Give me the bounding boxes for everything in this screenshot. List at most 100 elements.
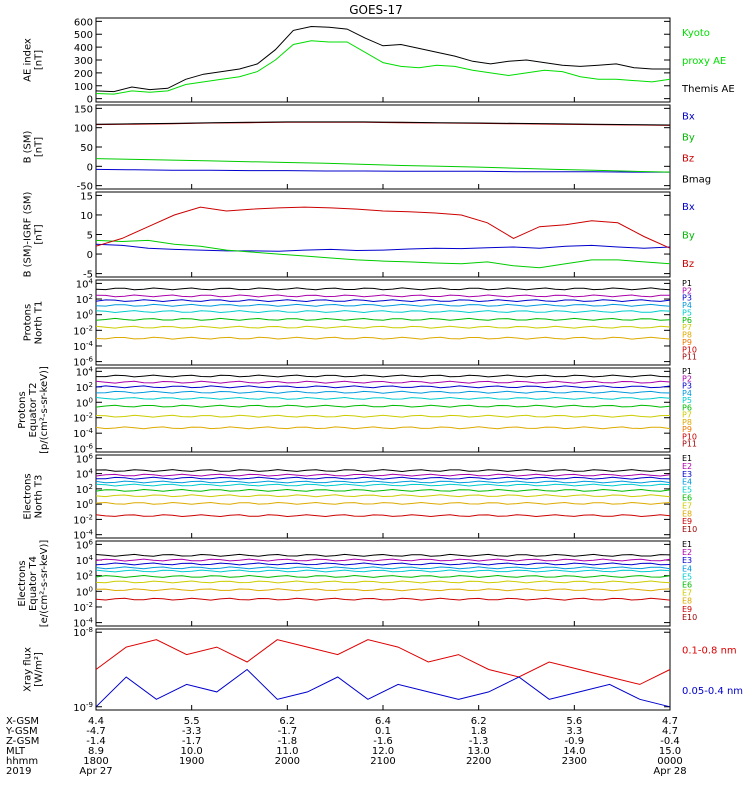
y-tick-label: -50 [77, 182, 93, 193]
legend-entry: Bx [682, 202, 695, 213]
panel-ylabel: B (SM)-IGRF (SM)[nT] [23, 192, 45, 278]
y-tick-label: 0 [87, 95, 93, 106]
series-line-e8 [95, 588, 671, 592]
series-line-p1 [95, 287, 671, 291]
plot-title: GOES-17 [349, 3, 403, 17]
legend-entry: E2 [682, 462, 692, 471]
panel-frame [95, 191, 671, 278]
series-line-p3 [95, 385, 671, 389]
y-tick-label: 10-4 [73, 427, 93, 440]
y-tick-label: 106 [76, 452, 94, 465]
panel-2: B (SM)[nT] -50 0 50 100 150 Bx By Bz Bmag [23, 104, 712, 192]
legend-entry: E9 [682, 517, 692, 526]
series-line-e2 [95, 558, 671, 562]
legend-entry: E3 [682, 470, 692, 479]
series-line-e6 [95, 488, 671, 492]
series-line-0-1-0-8-nm [95, 639, 671, 685]
y-tick-label: -5 [83, 270, 93, 281]
x-axis-value: -0.9 [565, 736, 585, 747]
x-axis-value: 4.4 [88, 716, 104, 727]
legend-entry: P9 [682, 338, 692, 347]
x-axis-row-label: Y-GSM [5, 726, 38, 737]
legend-entry: E6 [682, 581, 692, 590]
series-line-p2 [95, 294, 670, 298]
panel-1: AE index[nT] 0 100 200 300 400 500 600 Kyoto prox… [23, 17, 735, 105]
series-line-by [95, 239, 671, 269]
y-tick-label: 104 [76, 468, 94, 481]
panel-frame [95, 628, 671, 711]
legend-entry: P6 [682, 403, 692, 412]
x-axis-value: 13.0 [468, 746, 490, 757]
series-line-e6 [95, 574, 671, 578]
x-axis-value: 1900 [179, 756, 204, 767]
y-tick-label: 15 [80, 191, 93, 202]
legend-entry: proxy AE [682, 56, 726, 67]
legend-entry: P10 [682, 345, 697, 354]
x-axis-value: 2200 [466, 756, 491, 767]
series-line-kyoto-proxy-ae [95, 40, 671, 95]
x-axis-value: -0.4 [660, 736, 680, 747]
legend-entry: By [682, 231, 695, 242]
x-axis-value: -3.3 [182, 726, 202, 737]
legend-entry: P3 [682, 382, 692, 391]
legend-entry: E8 [682, 509, 692, 518]
series-line-p3 [95, 299, 671, 303]
series-line-e1 [95, 553, 671, 557]
x-axis-value: 6.2 [471, 716, 487, 727]
legend-entry: P4 [682, 301, 692, 310]
y-tick-label: 104 [76, 554, 94, 567]
y-tick-label: 100 [74, 124, 93, 135]
legend-entry: E8 [682, 597, 692, 606]
series-line-e5 [95, 569, 671, 573]
x-axis-value: -1.7 [182, 736, 202, 747]
series-line-e7 [95, 494, 671, 498]
y-tick-label: 106 [76, 538, 94, 551]
series-line-0-05-0-4-nm [95, 668, 671, 708]
x-axis-value: 6.4 [375, 716, 391, 727]
y-tick-label: 200 [74, 69, 93, 80]
legend-entry: P7 [682, 411, 692, 420]
y-tick-label: 300 [74, 56, 93, 67]
panel-6: ElectronsNorth T310610410210010-210-4E1E… [23, 452, 698, 541]
y-tick-label: 102 [76, 293, 93, 306]
y-tick-label: 10-4 [73, 617, 93, 630]
x-axis-value: -1.6 [373, 736, 393, 747]
x-axis-value: 1.8 [471, 726, 487, 737]
x-axis-value: 1800 [83, 756, 108, 767]
panel-8: Xray flux[W/m²] 10-8 10-9 0.1-0.8 nm 0.05-0.… [23, 626, 744, 714]
y-tick-label: 0 [87, 250, 93, 261]
x-axis-value: Apr 28 [653, 766, 686, 777]
legend-entry: P2 [682, 286, 692, 295]
legend-entry: 0.05-0.4 nm [682, 686, 743, 697]
legend-entry: P4 [682, 389, 692, 398]
y-tick-label: 5 [87, 231, 93, 242]
x-axis-value: 14.0 [563, 746, 585, 757]
x-axis-value: 2300 [562, 756, 587, 767]
legend-entry: E5 [682, 486, 692, 495]
legend-entry: E4 [682, 478, 692, 487]
y-tick-label: 102 [76, 483, 93, 496]
panel-5: ProtonsEquator T2[p/(cm²-s-sr-keV)] 104 10… [17, 365, 697, 455]
series-line-bz [95, 206, 671, 249]
panel-ylabel: ElectronsEquator T4[e/(cm²-s-sr-keV)] [17, 540, 50, 628]
panel-ylabel: B (SM)[nT] [23, 130, 45, 163]
series-line-e3 [95, 476, 671, 480]
series-line-p5 [95, 396, 671, 400]
x-axis-value: -1.4 [86, 736, 106, 747]
series-line-e5 [95, 483, 671, 487]
y-tick-label: 150 [74, 104, 93, 115]
series-line-e3 [95, 562, 671, 566]
y-tick-label: 100 [76, 498, 93, 511]
y-tick-label: 400 [74, 43, 93, 54]
series-line-p7 [95, 325, 671, 329]
x-axis-row-label: Z-GSM [6, 736, 39, 747]
x-axis-value: -1.8 [278, 736, 298, 747]
legend-entry: P7 [682, 323, 692, 332]
legend-entry: P8 [682, 331, 692, 340]
panel-ylabel: ElectronsNorth T3 [23, 473, 45, 519]
legend-entry: P8 [682, 418, 692, 427]
series-line-e1 [95, 469, 671, 473]
series-line-e9 [95, 597, 671, 601]
y-tick-label: 100 [76, 309, 93, 322]
